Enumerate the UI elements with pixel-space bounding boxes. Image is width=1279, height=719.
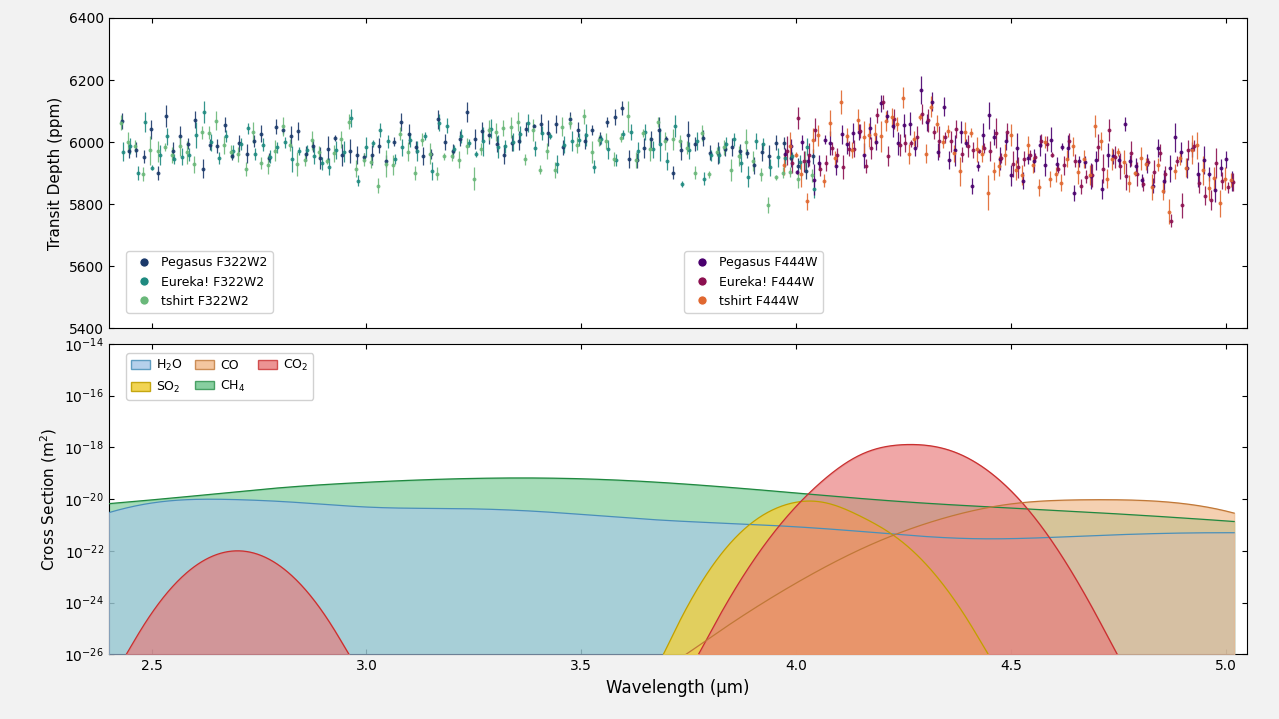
Y-axis label: Transit Depth (ppm): Transit Depth (ppm) [49, 96, 63, 249]
X-axis label: Wavelength (μm): Wavelength (μm) [606, 679, 749, 697]
Y-axis label: Cross Section (m$^2$): Cross Section (m$^2$) [38, 428, 59, 571]
Legend: Pegasus F444W, Eureka! F444W, tshirt F444W: Pegasus F444W, Eureka! F444W, tshirt F44… [684, 252, 822, 313]
Legend: H$_2$O, SO$_2$, CO, CH$_4$, CO$_2$: H$_2$O, SO$_2$, CO, CH$_4$, CO$_2$ [127, 353, 313, 400]
